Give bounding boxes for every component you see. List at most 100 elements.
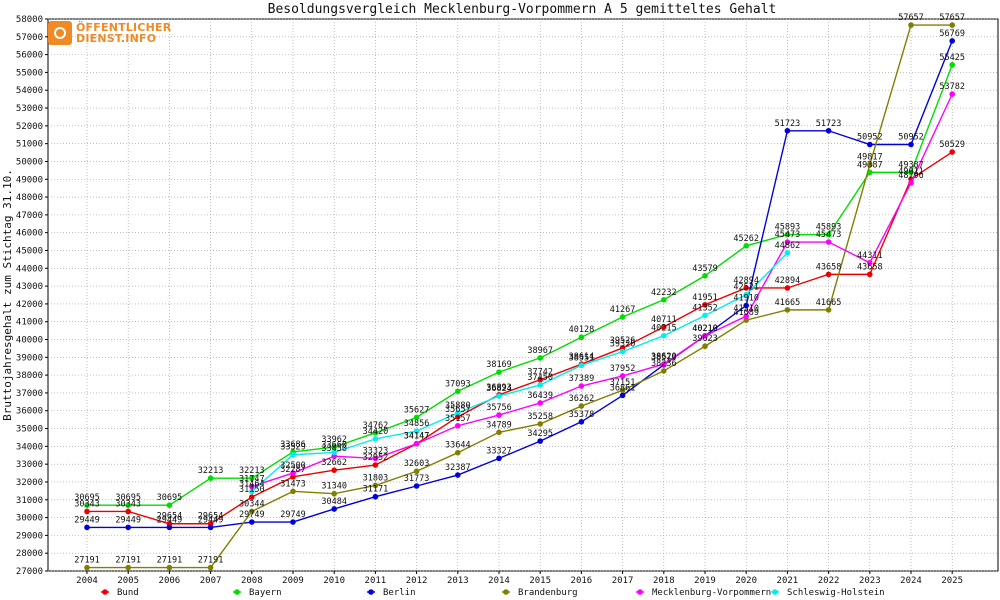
x-tick-label: 2014 — [488, 576, 510, 586]
data-label: 35157 — [445, 414, 471, 424]
data-label: 40210 — [692, 324, 718, 334]
data-point — [125, 564, 131, 571]
data-point — [784, 231, 791, 238]
legend-label: Berlin — [383, 588, 416, 598]
data-point — [496, 429, 502, 436]
data-point — [84, 524, 90, 531]
legend-swatch-marker — [637, 589, 643, 595]
data-label: 34295 — [527, 429, 553, 439]
data-label: 43658 — [857, 262, 883, 272]
data-label: 45262 — [733, 234, 759, 244]
data-point — [372, 436, 379, 442]
data-label: 40711 — [651, 315, 677, 325]
data-point — [166, 502, 173, 509]
data-point — [413, 440, 420, 447]
data-point — [496, 455, 502, 462]
data-point — [413, 468, 420, 475]
data-point — [84, 508, 90, 515]
data-point — [125, 502, 131, 509]
data-point — [372, 493, 379, 500]
data-label: 41951 — [692, 293, 718, 303]
data-label: 34147 — [404, 432, 430, 442]
data-label: 31473 — [280, 479, 306, 489]
data-label: 41665 — [816, 298, 842, 308]
data-point — [125, 524, 131, 531]
data-point — [413, 483, 420, 489]
data-label: 55425 — [939, 53, 965, 63]
data-label: 29654 — [157, 512, 183, 522]
data-point — [455, 472, 461, 478]
data-point — [619, 392, 626, 399]
data-label: 41665 — [775, 298, 801, 308]
data-label: 41352 — [692, 303, 718, 313]
y-tick-label: 42000 — [16, 300, 43, 310]
data-label: 34420 — [363, 427, 389, 437]
data-point — [249, 483, 255, 490]
data-label: 50529 — [939, 140, 965, 150]
data-label: 56769 — [939, 29, 965, 39]
y-tick-label: 41000 — [16, 318, 43, 328]
data-label: 40210 — [692, 324, 718, 334]
legend-swatch-marker — [234, 589, 240, 595]
data-point — [249, 475, 255, 481]
data-label: 31150 — [239, 485, 265, 495]
data-label: 48796 — [898, 171, 924, 181]
data-label: 51723 — [816, 119, 842, 129]
x-tick-label: 2010 — [323, 576, 345, 586]
data-label: 35657 — [445, 405, 471, 415]
data-point — [290, 451, 296, 458]
data-point — [867, 141, 873, 148]
logo-line-1: ÖFFENTLICHER — [76, 21, 172, 34]
data-point — [413, 428, 420, 434]
data-point — [661, 361, 667, 367]
data-label: 33660 — [321, 440, 347, 450]
data-label: 29449 — [115, 515, 141, 525]
data-label: 30344 — [239, 499, 265, 509]
data-label: 44862 — [775, 241, 801, 251]
data-label: 41310 — [733, 304, 759, 314]
y-tick-label: 36000 — [16, 407, 43, 417]
data-point — [455, 449, 461, 456]
data-label: 32952 — [363, 453, 389, 463]
data-point — [578, 362, 585, 369]
y-tick-label: 43000 — [16, 282, 43, 292]
legend-swatch-marker — [368, 589, 374, 595]
data-label: 45893 — [816, 223, 842, 233]
data-label: 38620 — [651, 352, 677, 362]
data-point — [496, 369, 502, 375]
x-tick-label: 2008 — [241, 576, 263, 586]
legend: Bund Bayern Berlin Brandenburg Mecklenburg-V… — [101, 588, 885, 598]
data-label: 33323 — [363, 446, 389, 456]
y-tick-label: 49000 — [16, 175, 43, 185]
data-label: 32287 — [280, 465, 306, 475]
y-tick-label: 50000 — [16, 157, 43, 167]
data-point — [372, 455, 379, 462]
y-axis-label: Bruttojahresgehalt zum Stichtag 31.10. — [1, 169, 14, 421]
data-label: 49387 — [857, 160, 883, 170]
data-label: 51723 — [775, 119, 801, 129]
data-point — [537, 355, 543, 361]
data-label: 43579 — [692, 264, 718, 274]
data-label: 53782 — [939, 82, 965, 92]
data-label: 37389 — [569, 374, 595, 384]
x-tick-label: 2011 — [365, 576, 387, 586]
data-point — [537, 438, 543, 444]
data-label: 38169 — [486, 360, 512, 370]
legend-label: Bayern — [249, 588, 282, 598]
data-point — [166, 564, 173, 571]
data-label: 35258 — [527, 412, 553, 422]
publisher-logo: ÖFFENTLICHER DIENST.INFO — [48, 20, 171, 46]
data-point — [949, 91, 955, 97]
x-tick-label: 2007 — [200, 576, 222, 586]
y-tick-label: 52000 — [16, 122, 43, 132]
series-line — [251, 252, 788, 493]
y-tick-label: 27000 — [16, 567, 43, 577]
data-label: 49817 — [857, 153, 883, 163]
data-label: 38614 — [569, 352, 595, 362]
legend-swatch-marker — [772, 589, 778, 595]
data-point — [661, 296, 667, 303]
data-label: 33644 — [445, 441, 471, 451]
data-point — [825, 127, 832, 134]
y-tick-label: 53000 — [16, 104, 43, 114]
data-point — [290, 470, 296, 476]
